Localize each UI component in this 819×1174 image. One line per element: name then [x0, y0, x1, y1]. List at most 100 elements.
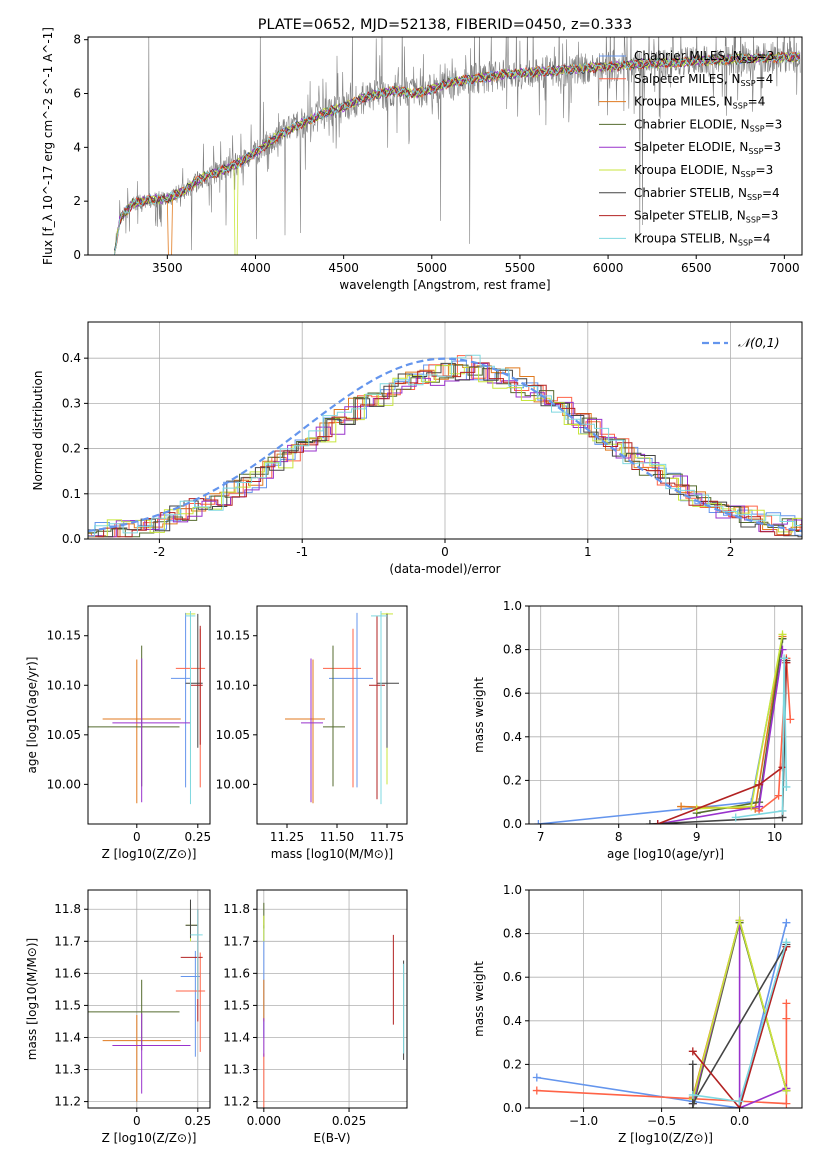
weight-marker [782, 999, 791, 1008]
y-tick-label: 11.6 [54, 966, 81, 980]
y-tick-label: 0.2 [503, 773, 522, 787]
y-tick-label: 11.3 [223, 1063, 250, 1077]
y-tick-label: 11.7 [223, 934, 250, 948]
y-tick-label: 10.05 [216, 728, 250, 742]
y-tick-label: 1.0 [503, 599, 522, 613]
model-spectrum-line-5 [114, 52, 801, 255]
x-axis-label: E(B-V) [313, 1131, 350, 1145]
y-tick-label: 11.4 [54, 1030, 81, 1044]
y-tick-label: 0.2 [62, 442, 81, 456]
x-tick-label: 1 [584, 545, 592, 559]
weight-marker [782, 938, 791, 947]
weight-marker [780, 654, 789, 663]
panel-age_vs_mass: 11.25 11.50 11.75 10.00 10.05 10.10 10.15 mass … [216, 605, 408, 861]
legend-label: Salpeter STELIB, NSSP=3 [634, 209, 778, 225]
panel-mass_vs_EBV: 0.000 0.025 11.2 11.3 11.4 11.5 11.6 11.7 11.8 E(… [223, 889, 408, 1145]
y-tick-label: 11.8 [223, 902, 250, 916]
y-tick-label: 8 [73, 33, 81, 47]
weight-marker [782, 918, 791, 927]
legend-label: 𝒩(0,1) [738, 335, 780, 350]
x-axis-label: (data-model)/error [389, 562, 500, 576]
legend-label: Chabrier ELODIE, NSSP=3 [634, 117, 782, 133]
x-tick-label: −0.5 [647, 1114, 676, 1128]
x-tick-label: 4500 [328, 261, 359, 275]
legend-label: Salpeter ELODIE, NSSP=3 [634, 140, 781, 156]
y-axis-label: mass [log10(M/M⊙)] [25, 938, 39, 1060]
y-tick-label: 0.8 [503, 927, 522, 941]
weight-line-1 [536, 922, 788, 1108]
residual-histogram-7 [88, 362, 802, 538]
chart-panels: 3500 4000 4500 5000 5500 6000 6500 700002468wav… [25, 17, 803, 1145]
weight-line-8 [692, 946, 788, 1108]
y-tick-label: 0.0 [503, 817, 522, 831]
x-axis-label: mass [log10(M/M⊙)] [271, 847, 393, 861]
plot-area [88, 354, 802, 538]
y-tick-label: 0.4 [62, 351, 81, 365]
x-tick-label: 8 [615, 830, 623, 844]
y-tick-label: 0.3 [62, 396, 81, 410]
model-spectrum-line-8 [114, 50, 801, 255]
y-tick-label: 0.8 [503, 643, 522, 657]
x-tick-label: -2 [153, 545, 165, 559]
axes-frame [87, 321, 803, 540]
y-tick-label: 0.6 [503, 686, 522, 700]
y-tick-label: 11.5 [54, 998, 81, 1012]
y-tick-label: 10.00 [216, 777, 250, 791]
residual-histogram-3 [88, 364, 802, 538]
spectrum-legend: Chabrier MILES, NSSP=3 Salpeter MILES, NS… [599, 49, 782, 247]
plot-area [532, 916, 791, 1108]
chart-title: PLATE=0652, MJD=52138, FIBERID=0450, z=0… [258, 17, 632, 33]
y-tick-label: 0.2 [503, 1057, 522, 1071]
y-axis-label: Normed distribution [31, 371, 45, 491]
y-tick-label: 11.8 [54, 902, 81, 916]
weight-marker [731, 813, 740, 822]
y-tick-label: 0.4 [503, 730, 522, 744]
x-tick-label: 11.75 [370, 830, 404, 844]
plot-area [263, 902, 405, 1108]
legend-label: Chabrier STELIB, NSSP=4 [634, 186, 780, 202]
x-tick-label: 6000 [593, 261, 624, 275]
y-tick-label: 1.0 [503, 883, 522, 897]
axes-frame [87, 605, 211, 825]
weight-marker [782, 782, 791, 791]
x-tick-label: 5000 [417, 261, 448, 275]
x-tick-label: 11.50 [320, 830, 354, 844]
x-tick-label: −1.0 [569, 1114, 598, 1128]
axes-frame [256, 889, 408, 1109]
model-spectrum-line-6 [114, 52, 801, 255]
x-tick-label: 0.025 [332, 1114, 366, 1128]
y-tick-label: 11.3 [54, 1063, 81, 1077]
plot-area [534, 630, 795, 824]
y-tick-label: 10.15 [47, 629, 81, 643]
y-tick-label: 10.05 [47, 728, 81, 742]
weight-marker [782, 1086, 791, 1095]
panel-weight_vs_age: 7 8 9 10 0.0 0.2 0.4 0.6 0.8 1.0 age [log10(age/yr… [472, 599, 803, 861]
panel-mass_vs_Z: 0 0.25 11.2 11.3 11.4 11.5 11.6 11.7 11.8 Z [log1… [25, 889, 211, 1145]
x-tick-label: 0.000 [247, 1114, 281, 1128]
residual-legend: 𝒩(0,1) [702, 335, 780, 350]
y-tick-label: 6 [73, 87, 81, 101]
weight-marker [735, 1097, 744, 1106]
plot-area [114, 37, 801, 255]
normal-distribution-curve [88, 357, 802, 533]
weight-marker [778, 806, 787, 815]
y-axis-label: mass weight [472, 961, 486, 1037]
weight-marker [755, 802, 764, 811]
y-tick-label: 0.1 [62, 487, 81, 501]
x-tick-label: 0.0 [730, 1114, 749, 1128]
weight-marker [735, 916, 744, 925]
y-tick-label: 0.4 [503, 1014, 522, 1028]
residual-histogram-5 [88, 363, 802, 538]
weight-marker [747, 802, 756, 811]
axes-frame [528, 605, 803, 825]
weight-marker [778, 630, 787, 639]
residual-histogram-4 [88, 364, 802, 538]
weight-marker [688, 1047, 697, 1056]
model-spectrum-line-9 [114, 51, 801, 255]
y-tick-label: 0.0 [62, 532, 81, 546]
x-tick-label: 2 [727, 545, 735, 559]
x-tick-label: -1 [296, 545, 308, 559]
x-axis-label: Z [log10(Z/Z⊙)] [102, 1131, 197, 1145]
x-axis-label: wavelength [Angstrom, rest frame] [339, 278, 550, 292]
